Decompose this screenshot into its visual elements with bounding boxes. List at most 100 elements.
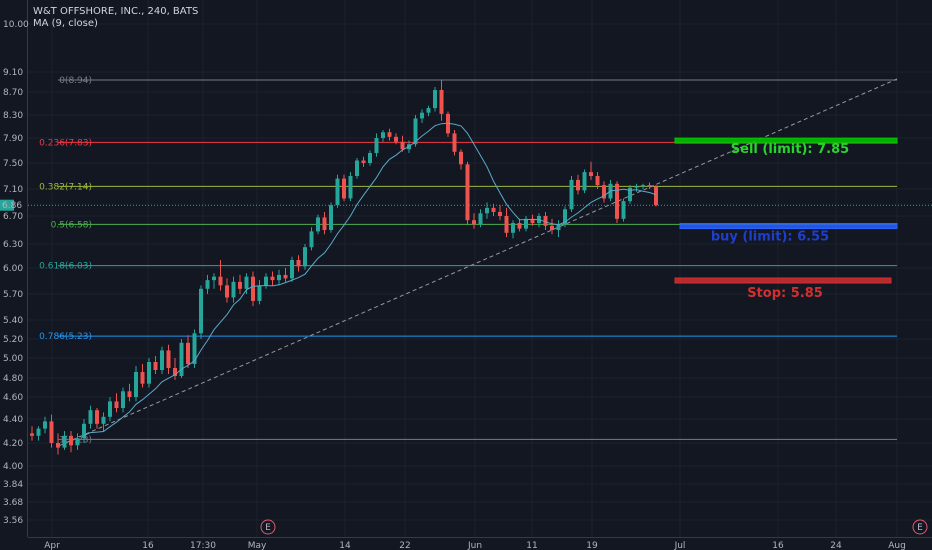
fib-retracement[interactable]: 0(8.94) 0.236(7.83) 0.382(7.14) 0.5(6.58) 0.… — [39, 76, 897, 445]
candle[interactable] — [303, 244, 307, 270]
candle[interactable] — [290, 256, 294, 282]
candle[interactable] — [504, 207, 509, 237]
candle[interactable] — [589, 161, 593, 180]
earnings-marker[interactable]: E — [912, 519, 928, 535]
earnings-marker[interactable]: E — [260, 519, 276, 535]
candle[interactable] — [36, 426, 41, 441]
candle[interactable] — [153, 356, 158, 374]
candle[interactable] — [212, 273, 216, 289]
candle[interactable] — [121, 387, 125, 413]
candle[interactable] — [270, 271, 275, 286]
candle[interactable] — [517, 218, 522, 232]
candle[interactable] — [595, 172, 600, 189]
candle[interactable] — [433, 87, 437, 112]
candle[interactable] — [491, 203, 496, 216]
candle[interactable] — [101, 412, 106, 431]
candles[interactable] — [30, 80, 658, 455]
candle[interactable] — [160, 346, 164, 374]
candle[interactable] — [459, 149, 463, 170]
candle[interactable] — [199, 285, 203, 339]
candle[interactable] — [114, 393, 119, 413]
candle[interactable] — [69, 431, 73, 453]
candle[interactable] — [641, 183, 645, 189]
candle[interactable] — [485, 202, 489, 219]
candle[interactable] — [127, 383, 132, 402]
candle[interactable] — [543, 211, 548, 230]
candle[interactable] — [582, 169, 587, 194]
candle[interactable] — [309, 227, 314, 251]
candle[interactable] — [556, 220, 561, 237]
candle[interactable] — [192, 329, 197, 369]
candle[interactable] — [472, 213, 476, 229]
candle[interactable] — [88, 405, 93, 429]
candle[interactable] — [322, 211, 327, 235]
candle[interactable] — [244, 273, 249, 294]
candle[interactable] — [647, 182, 652, 190]
trend-line[interactable] — [59, 78, 898, 446]
candle[interactable] — [166, 344, 171, 374]
candle[interactable] — [576, 174, 580, 195]
candle[interactable] — [478, 209, 483, 228]
candle[interactable] — [400, 135, 405, 152]
candle[interactable] — [628, 185, 632, 204]
candle[interactable] — [147, 358, 151, 388]
candle[interactable] — [225, 278, 229, 303]
candle[interactable] — [563, 206, 567, 228]
candle[interactable] — [95, 408, 99, 429]
candle[interactable] — [205, 274, 210, 294]
candle[interactable] — [62, 431, 67, 450]
order-line[interactable] — [674, 137, 898, 144]
candle[interactable] — [329, 202, 333, 233]
candle[interactable] — [108, 397, 112, 422]
candle[interactable] — [56, 433, 60, 455]
candle[interactable] — [530, 214, 535, 226]
candle[interactable] — [43, 416, 47, 434]
candle[interactable] — [387, 128, 392, 141]
candle[interactable] — [316, 214, 320, 235]
time-axis[interactable]: Apr 16 17:30 May 14 22 Jun 11 19 Jul 16 24 Aug — [28, 537, 932, 550]
candle[interactable] — [355, 158, 359, 179]
candle[interactable] — [465, 161, 470, 225]
candle[interactable] — [511, 220, 515, 239]
order-line[interactable] — [679, 223, 898, 229]
candle[interactable] — [634, 183, 639, 192]
candle[interactable] — [361, 156, 366, 167]
order-line[interactable] — [674, 277, 892, 284]
candle[interactable] — [251, 271, 255, 307]
candle[interactable] — [550, 218, 554, 235]
candle[interactable] — [186, 335, 190, 368]
candle[interactable] — [348, 172, 353, 202]
candle[interactable] — [283, 268, 288, 282]
candle[interactable] — [257, 280, 262, 305]
candle[interactable] — [426, 105, 431, 117]
candle[interactable] — [342, 174, 346, 202]
candle[interactable] — [569, 176, 574, 212]
order-lines[interactable]: Sell (limit): 7.85 buy (limit): 6.55 Stop:… — [674, 137, 898, 301]
candle[interactable] — [602, 181, 606, 203]
candle[interactable] — [394, 133, 398, 145]
candle[interactable] — [30, 426, 34, 441]
candle[interactable] — [654, 185, 658, 207]
price-axis[interactable]: 10.00 9.10 8.70 8.30 7.90 7.50 7.10 6.70 6.30 6.0… — [3, 0, 29, 537]
candle[interactable] — [277, 269, 281, 286]
candle[interactable] — [621, 198, 626, 222]
candle[interactable] — [179, 339, 184, 378]
candle[interactable] — [296, 255, 301, 272]
candle[interactable] — [335, 174, 340, 208]
candle[interactable] — [134, 366, 138, 402]
candle[interactable] — [49, 414, 54, 448]
candle[interactable] — [368, 150, 372, 166]
candle[interactable] — [231, 276, 236, 303]
candle[interactable] — [439, 80, 444, 121]
candle[interactable] — [264, 273, 268, 289]
candle[interactable] — [498, 205, 502, 221]
candle[interactable] — [524, 216, 528, 232]
candle[interactable] — [615, 181, 619, 223]
candle[interactable] — [75, 433, 80, 450]
candle[interactable] — [381, 129, 385, 142]
candle[interactable] — [238, 274, 242, 294]
candle[interactable] — [452, 129, 457, 156]
candle[interactable] — [420, 109, 424, 124]
